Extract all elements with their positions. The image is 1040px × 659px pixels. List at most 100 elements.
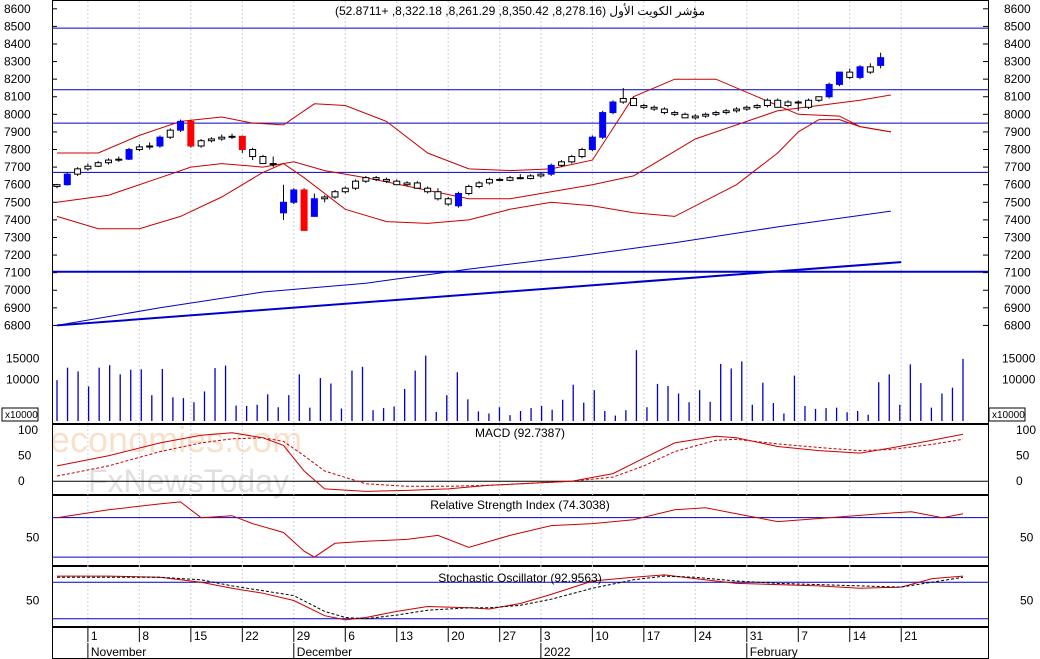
day-label: 31 (750, 629, 764, 643)
candle-body (599, 112, 607, 138)
trendline (56, 261, 902, 327)
candle-body (496, 178, 504, 181)
price-tick-label-right: 8300 (1004, 55, 1031, 69)
candle-body (557, 161, 565, 166)
price-tick-label-right: 7500 (1004, 195, 1031, 209)
candle-body (310, 198, 318, 217)
macd-tick-label-right: 0 (1016, 474, 1023, 488)
candle-body (475, 182, 483, 187)
candle-body (280, 201, 287, 214)
candle-body (269, 163, 277, 166)
candle-body (712, 112, 720, 115)
price-tick-label-right: 8500 (1004, 19, 1031, 33)
candle-body (568, 156, 576, 163)
price-tick-label-left: 7300 (4, 230, 31, 244)
day-label: 13 (400, 629, 414, 643)
candle-body (372, 177, 380, 180)
candle-body (784, 101, 792, 107)
candle-body (94, 162, 102, 167)
candles (53, 52, 885, 231)
volume-unit-label-right-box (988, 407, 1026, 422)
candle-body (774, 99, 782, 108)
candle-body (537, 173, 545, 177)
day-label: 24 (698, 629, 712, 643)
candle-body (238, 135, 246, 151)
price-tick-label-left: 8300 (4, 55, 31, 69)
month-label: 2022 (544, 645, 571, 659)
price-tick-label-right: 8000 (1004, 107, 1031, 121)
candle-body (660, 108, 668, 114)
x-axis: 1 8 15 22 29 6 13 20 27 3 10 17 24 31 7 14 21 November Dec… (87, 627, 918, 659)
price-tick-label-left: 7100 (4, 266, 31, 280)
price-tick-label-left: 7000 (4, 283, 31, 297)
price-tick-label-right: 7900 (1004, 125, 1031, 139)
price-tick-label-right: 8600 (1004, 2, 1031, 16)
price-tick-label-right: 7700 (1004, 160, 1031, 174)
stochastic-d-line (57, 575, 964, 620)
macd-line (56, 432, 964, 492)
day-label: 29 (297, 629, 311, 643)
price-tick-label-left: 7700 (4, 160, 31, 174)
price-tick-label-left: 8100 (4, 90, 31, 104)
candle-body (609, 101, 617, 114)
candle-body (681, 113, 689, 119)
candle-body (53, 184, 61, 187)
day-label: 17 (647, 629, 661, 643)
candle-body (104, 159, 112, 164)
candle-body (846, 71, 854, 78)
candle-body (578, 149, 586, 158)
candle-body (465, 185, 473, 194)
candle-body (321, 196, 329, 200)
price-tick-label-right: 6800 (1004, 318, 1031, 332)
moving-average-line (56, 210, 891, 326)
candle-body (393, 180, 401, 186)
candle-body (300, 189, 308, 231)
candle-body (166, 129, 174, 138)
candle-body (177, 120, 185, 131)
candle-body (228, 135, 236, 138)
candle-body (146, 145, 154, 148)
stochastic-tick-label-left: 50 (26, 593, 40, 607)
price-tick-label-right: 7100 (1004, 266, 1031, 280)
candle-body (650, 106, 658, 110)
candle-body (485, 178, 493, 184)
macd-tick-label-right: 50 (1016, 449, 1030, 463)
macd-panel (52, 432, 988, 492)
rsi-tick-label-left: 50 (26, 530, 40, 544)
price-tick-label-right: 7000 (1004, 283, 1031, 297)
price-tick-label-right: 6900 (1004, 301, 1031, 315)
day-label: 1 (91, 629, 98, 643)
volume-bars (56, 350, 964, 421)
macd-tick-label-left: 50 (18, 449, 32, 463)
day-label: 15 (194, 629, 208, 643)
candle-body (588, 136, 596, 151)
volume-tick-label-left: 10000 (6, 372, 40, 386)
day-label: 8 (142, 629, 149, 643)
macd-tick-label-left: 0 (18, 474, 25, 488)
candle-body (763, 99, 771, 107)
bollinger-upper-line (56, 94, 891, 203)
candle-body (733, 108, 740, 112)
month-label: December (297, 645, 352, 659)
candle-body (341, 187, 349, 193)
volume-unit-label-left: x10000 (5, 410, 38, 421)
candle-body (630, 98, 638, 107)
candle-body (877, 57, 885, 66)
price-tick-label-left: 8600 (4, 2, 31, 16)
stochastic-label: Stochastic Oscillator (92.9563) (438, 571, 601, 585)
month-label: November (91, 645, 146, 659)
candle-body (382, 178, 390, 182)
month-label: February (750, 645, 798, 659)
overlays (56, 78, 902, 327)
day-label: 7 (801, 629, 808, 643)
price-levels (52, 27, 988, 273)
price-tick-label-right: 7400 (1004, 213, 1031, 227)
candle-body (362, 177, 370, 182)
candle-body (825, 83, 833, 98)
candle-body (63, 173, 71, 186)
candle-body (856, 66, 864, 78)
rsi-tick-label-right: 50 (1020, 530, 1034, 544)
price-tick-label-left: 6800 (4, 318, 31, 332)
candle-body (794, 101, 802, 104)
candle-body (259, 156, 267, 165)
